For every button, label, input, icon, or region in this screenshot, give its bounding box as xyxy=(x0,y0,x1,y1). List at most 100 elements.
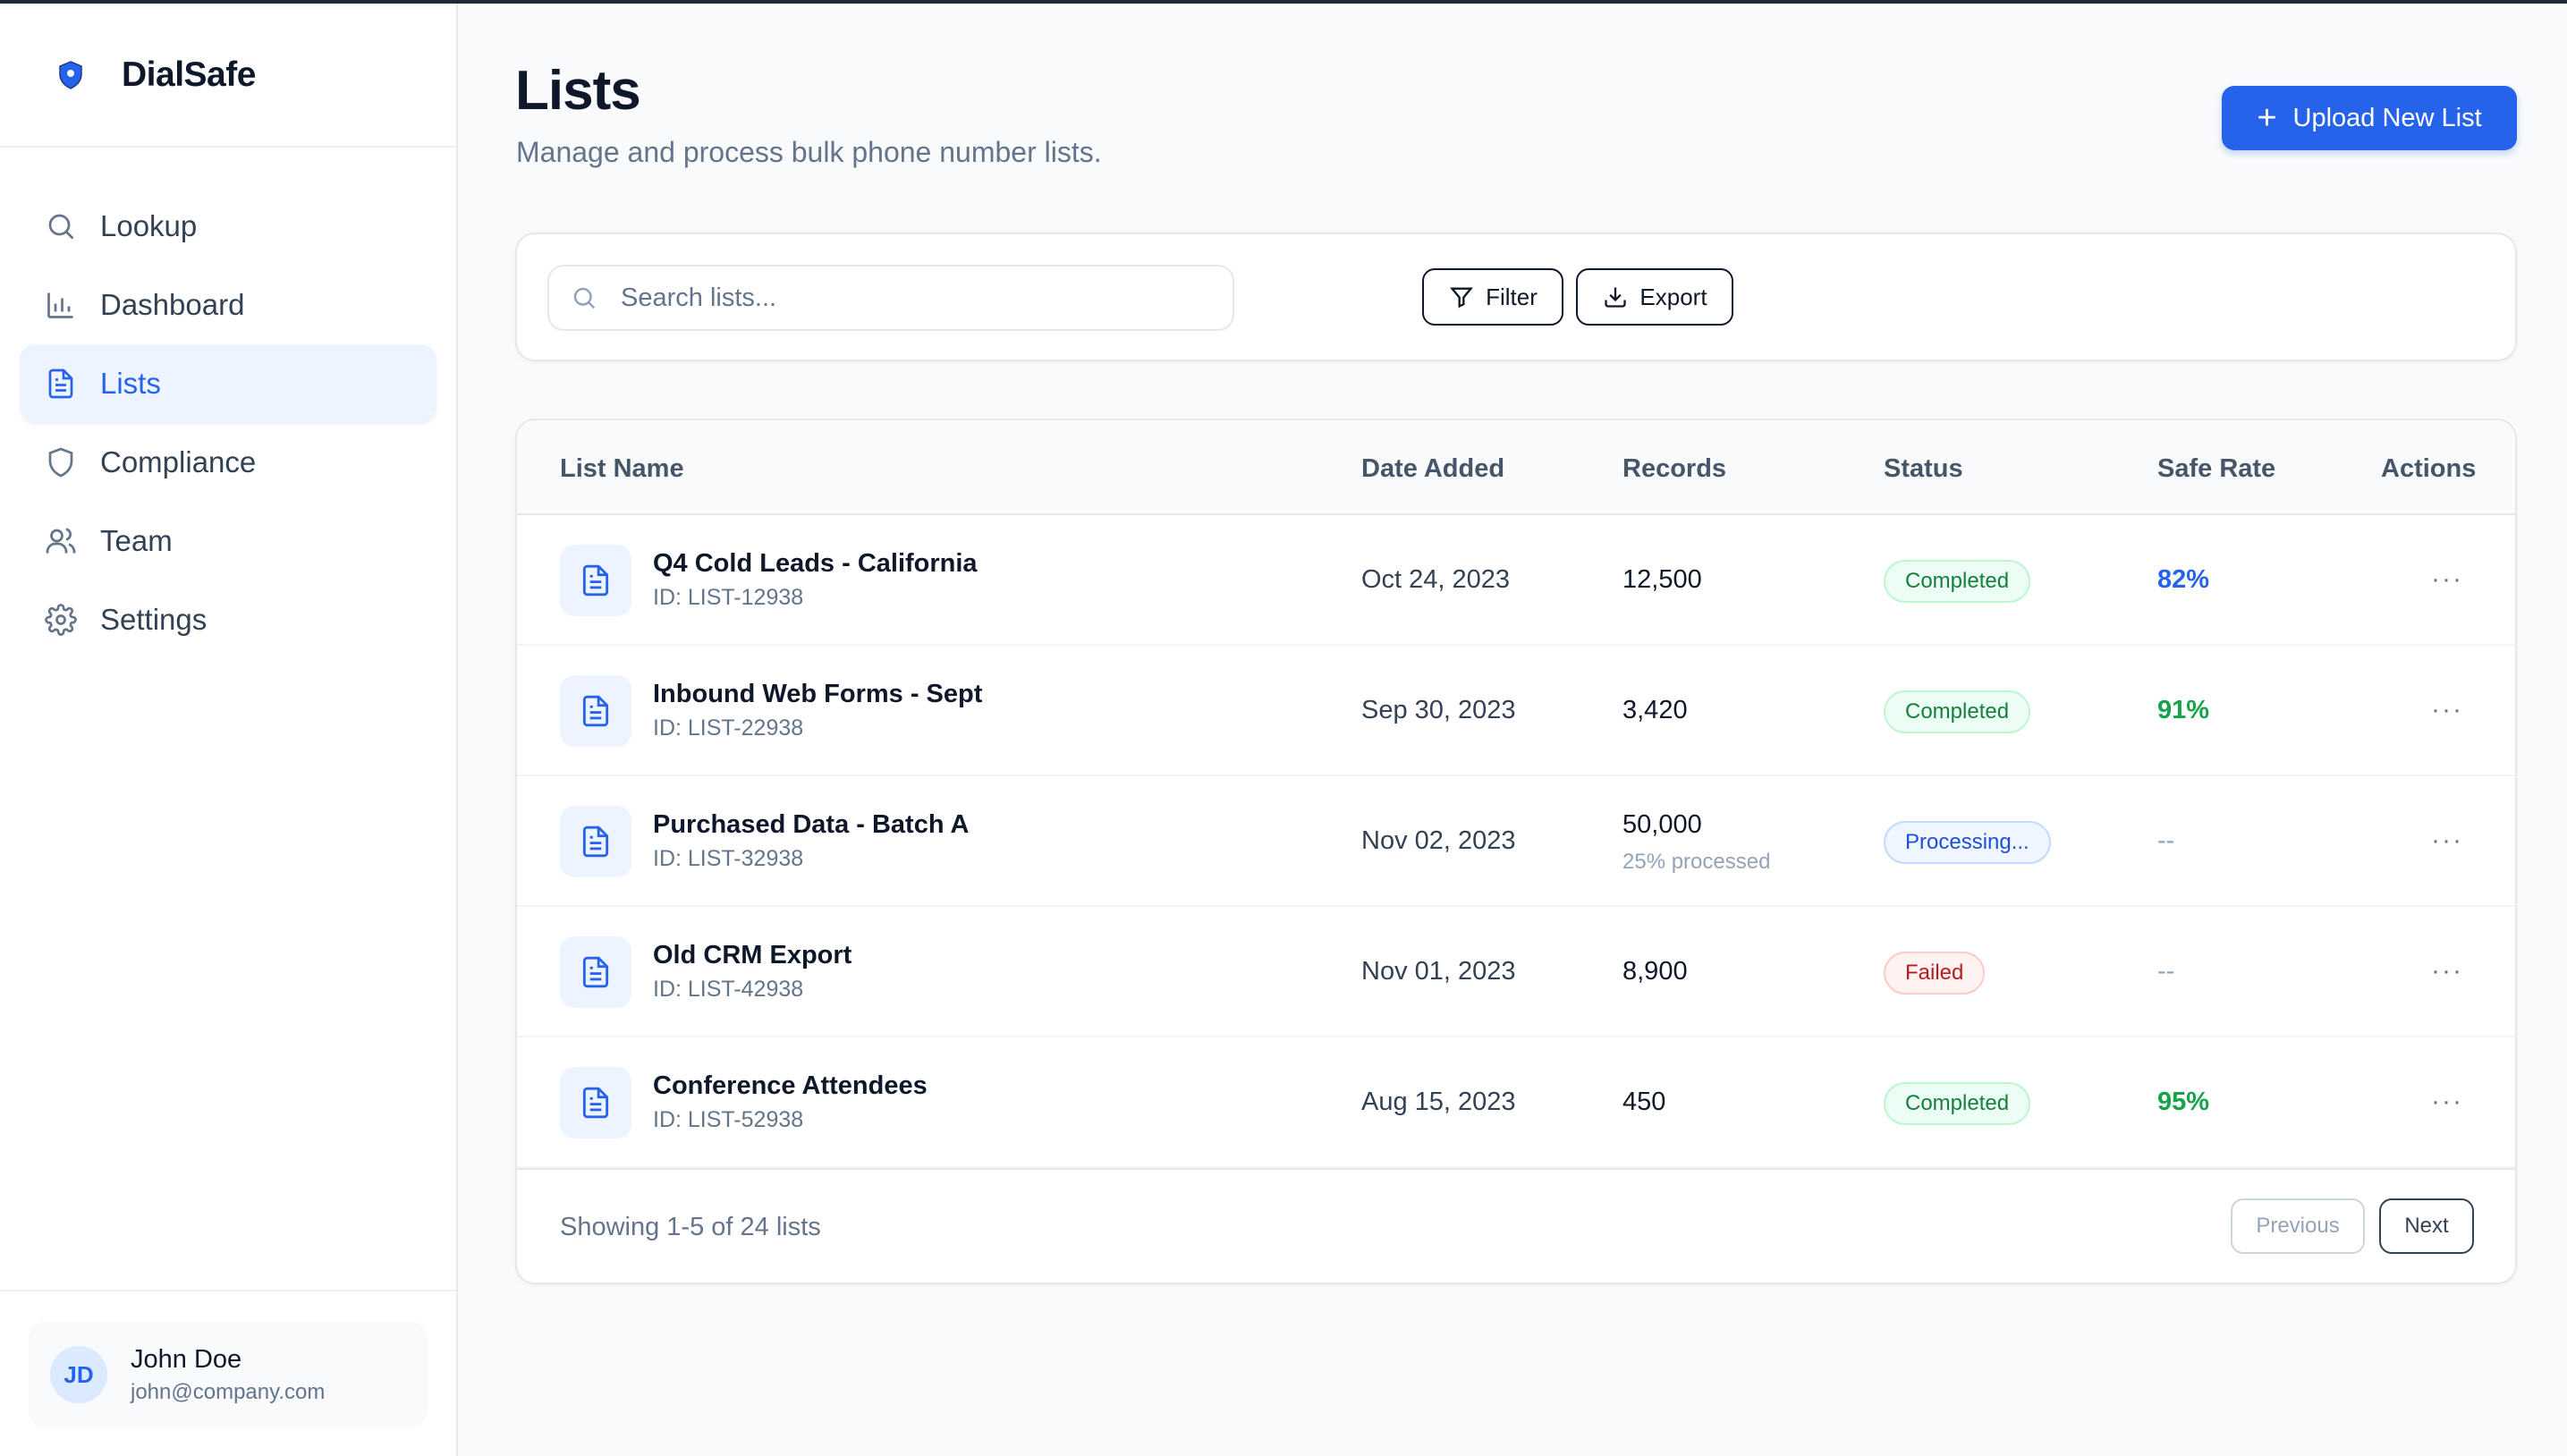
file-icon xyxy=(560,1067,631,1139)
table-row[interactable]: Inbound Web Forms - Sept ID: LIST-22938 … xyxy=(517,646,2515,776)
sidebar-item-label: Lists xyxy=(100,367,161,400)
sidebar-item-lists[interactable]: Lists xyxy=(20,344,436,423)
user-email: john@company.com xyxy=(131,1379,326,1404)
search-icon xyxy=(43,208,79,244)
sidebar-item-label: Dashboard xyxy=(100,288,245,321)
sidebar: DialSafe Lookup Dashboard Lists Complian… xyxy=(0,4,458,1456)
avatar: JD xyxy=(50,1346,107,1403)
sidebar-nav: Lookup Dashboard Lists Compliance Team xyxy=(0,148,456,659)
file-icon xyxy=(560,545,631,616)
table-row[interactable]: Purchased Data - Batch A ID: LIST-32938 … xyxy=(517,776,2515,907)
upload-button-label: Upload New List xyxy=(2292,103,2482,132)
list-id: ID: LIST-42938 xyxy=(653,977,804,1002)
table-footer: Showing 1-5 of 24 lists Previous Next xyxy=(517,1168,2515,1282)
sidebar-item-label: Team xyxy=(100,524,173,557)
list-name[interactable]: Q4 Cold Leads - California xyxy=(653,549,978,578)
document-icon xyxy=(43,366,79,402)
toolbar: Filter Export xyxy=(515,233,2517,361)
search-box[interactable] xyxy=(547,265,1234,331)
more-actions-icon[interactable]: ··· xyxy=(2431,956,2463,986)
bar-chart-icon xyxy=(43,287,79,323)
sidebar-item-label: Settings xyxy=(100,603,208,636)
date-added: Nov 02, 2023 xyxy=(1361,826,1516,855)
search-icon xyxy=(569,283,599,313)
table-row[interactable]: Q4 Cold Leads - California ID: LIST-1293… xyxy=(517,515,2515,646)
search-input[interactable] xyxy=(621,283,1229,313)
table-header: List Name Date Added Records Status Safe… xyxy=(517,420,2515,515)
window-top-border xyxy=(0,0,2567,4)
list-id: ID: LIST-22938 xyxy=(653,715,804,741)
sidebar-item-team[interactable]: Team xyxy=(20,502,436,580)
date-added: Nov 01, 2023 xyxy=(1361,957,1516,986)
users-icon xyxy=(43,523,79,559)
safe-rate: 95% xyxy=(2157,1088,2210,1116)
user-section: JD John Doe john@company.com xyxy=(0,1290,456,1456)
file-icon xyxy=(560,936,631,1008)
plus-icon: + xyxy=(2257,99,2277,137)
status-badge: Completed xyxy=(1884,560,2031,603)
page-subtitle: Manage and process bulk phone number lis… xyxy=(516,136,1102,168)
sidebar-item-settings[interactable]: Settings xyxy=(20,580,436,659)
records-count: 3,420 xyxy=(1622,696,1688,724)
column-header-date-added[interactable]: Date Added xyxy=(1361,454,1505,483)
more-actions-icon[interactable]: ··· xyxy=(2431,695,2463,724)
status-badge: Completed xyxy=(1884,690,2031,733)
list-name[interactable]: Old CRM Export xyxy=(653,941,852,969)
filter-icon xyxy=(1448,284,1475,310)
sidebar-item-dashboard[interactable]: Dashboard xyxy=(20,266,436,344)
column-header-records[interactable]: Records xyxy=(1622,454,1727,483)
date-added: Aug 15, 2023 xyxy=(1361,1088,1516,1116)
list-id: ID: LIST-52938 xyxy=(653,1107,804,1132)
next-page-button[interactable]: Next xyxy=(2379,1198,2474,1254)
shield-icon xyxy=(43,444,79,480)
more-actions-icon[interactable]: ··· xyxy=(2431,564,2463,594)
records-count: 450 xyxy=(1622,1088,1666,1116)
file-icon xyxy=(560,806,631,877)
more-actions-icon[interactable]: ··· xyxy=(2431,1087,2463,1116)
records-count: 50,000 xyxy=(1622,810,1702,839)
list-name[interactable]: Conference Attendees xyxy=(653,1071,928,1100)
status-badge: Processing... xyxy=(1884,821,2051,864)
safe-rate: 82% xyxy=(2157,565,2210,594)
records-count: 12,500 xyxy=(1622,565,1702,594)
brand[interactable]: DialSafe xyxy=(0,4,456,148)
table-row[interactable]: Old CRM Export ID: LIST-42938 Nov 01, 20… xyxy=(517,907,2515,1037)
sidebar-item-lookup[interactable]: Lookup xyxy=(20,187,436,266)
dialsafe-logo-icon xyxy=(54,58,88,92)
safe-rate: -- xyxy=(2157,826,2175,855)
sidebar-item-compliance[interactable]: Compliance xyxy=(20,423,436,502)
date-added: Sep 30, 2023 xyxy=(1361,696,1516,724)
lists-table: List Name Date Added Records Status Safe… xyxy=(515,419,2517,1284)
more-actions-icon[interactable]: ··· xyxy=(2431,825,2463,855)
table-row[interactable]: Conference Attendees ID: LIST-52938 Aug … xyxy=(517,1037,2515,1168)
sidebar-item-label: Lookup xyxy=(100,209,198,242)
pagination-summary: Showing 1-5 of 24 lists xyxy=(560,1213,821,1241)
user-profile[interactable]: JD John Doe john@company.com xyxy=(29,1322,428,1427)
filter-button-label: Filter xyxy=(1486,283,1538,310)
safe-rate: -- xyxy=(2157,957,2175,986)
column-header-list-name[interactable]: List Name xyxy=(560,454,684,483)
sidebar-item-label: Compliance xyxy=(100,445,257,478)
brand-name: DialSafe xyxy=(122,55,256,94)
records-count: 8,900 xyxy=(1622,957,1688,986)
upload-new-list-button[interactable]: + Upload New List xyxy=(2222,86,2517,150)
column-header-actions: Actions xyxy=(2381,454,2477,483)
list-id: ID: LIST-12938 xyxy=(653,585,804,610)
safe-rate: 91% xyxy=(2157,696,2210,724)
previous-page-button[interactable]: Previous xyxy=(2231,1198,2365,1254)
status-badge: Completed xyxy=(1884,1082,2031,1125)
filter-button[interactable]: Filter xyxy=(1422,268,1563,326)
column-header-status[interactable]: Status xyxy=(1884,454,1963,483)
page-title: Lists xyxy=(515,60,641,122)
date-added: Oct 24, 2023 xyxy=(1361,565,1511,594)
list-name[interactable]: Inbound Web Forms - Sept xyxy=(653,680,983,708)
download-icon xyxy=(1602,284,1629,310)
export-button-label: Export xyxy=(1639,283,1707,310)
column-header-safe-rate[interactable]: Safe Rate xyxy=(2157,454,2276,483)
status-badge: Failed xyxy=(1884,952,1986,995)
export-button[interactable]: Export xyxy=(1576,268,1733,326)
file-icon xyxy=(560,675,631,747)
list-name[interactable]: Purchased Data - Batch A xyxy=(653,810,970,839)
list-id: ID: LIST-32938 xyxy=(653,846,804,871)
user-name: John Doe xyxy=(131,1344,242,1374)
